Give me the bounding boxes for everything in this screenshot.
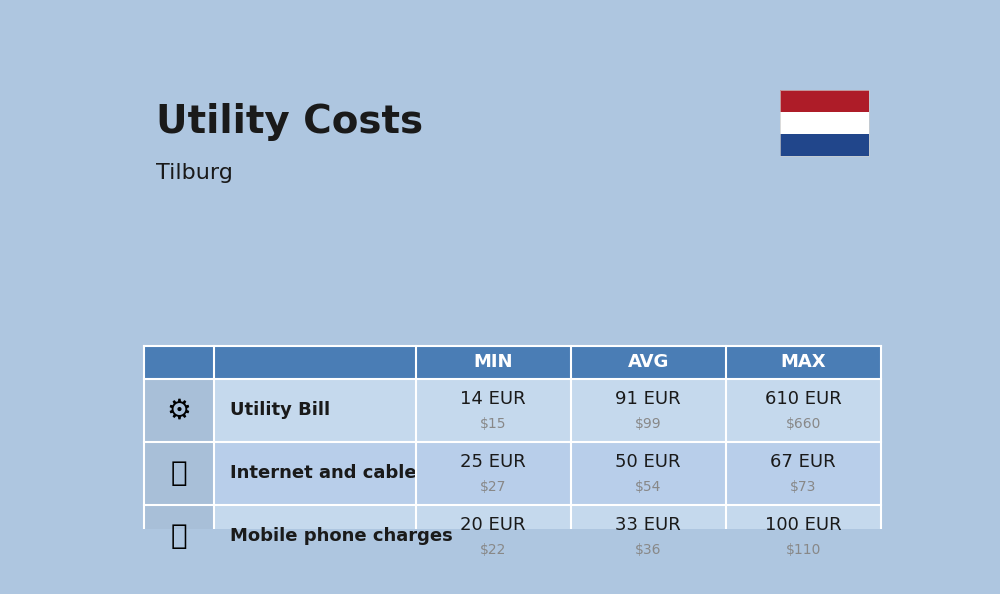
FancyBboxPatch shape xyxy=(726,378,881,442)
FancyBboxPatch shape xyxy=(416,378,571,442)
FancyBboxPatch shape xyxy=(214,346,416,378)
FancyBboxPatch shape xyxy=(571,505,726,568)
FancyBboxPatch shape xyxy=(726,505,881,568)
Text: 📱: 📱 xyxy=(171,523,188,551)
FancyBboxPatch shape xyxy=(571,346,726,378)
Text: Tilburg: Tilburg xyxy=(156,163,233,183)
FancyBboxPatch shape xyxy=(214,378,416,442)
FancyBboxPatch shape xyxy=(780,90,869,112)
Text: 33 EUR: 33 EUR xyxy=(615,516,681,534)
FancyBboxPatch shape xyxy=(571,442,726,505)
Text: MIN: MIN xyxy=(473,353,513,371)
Text: Mobile phone charges: Mobile phone charges xyxy=(230,527,453,545)
Text: $22: $22 xyxy=(480,543,506,557)
FancyBboxPatch shape xyxy=(214,505,416,568)
FancyBboxPatch shape xyxy=(416,346,571,378)
Text: 25 EUR: 25 EUR xyxy=(460,453,526,471)
FancyBboxPatch shape xyxy=(726,442,881,505)
Text: Internet and cable: Internet and cable xyxy=(230,465,417,482)
Text: 50 EUR: 50 EUR xyxy=(615,453,681,471)
FancyBboxPatch shape xyxy=(144,378,214,442)
Text: $110: $110 xyxy=(785,543,821,557)
Text: 100 EUR: 100 EUR xyxy=(765,516,841,534)
FancyBboxPatch shape xyxy=(144,346,214,378)
Text: 91 EUR: 91 EUR xyxy=(615,390,681,407)
FancyBboxPatch shape xyxy=(780,112,869,134)
Text: $73: $73 xyxy=(790,480,816,494)
FancyBboxPatch shape xyxy=(571,378,726,442)
Text: $27: $27 xyxy=(480,480,506,494)
Text: $660: $660 xyxy=(785,417,821,431)
Text: 14 EUR: 14 EUR xyxy=(460,390,526,407)
FancyBboxPatch shape xyxy=(726,346,881,378)
FancyBboxPatch shape xyxy=(780,134,869,156)
FancyBboxPatch shape xyxy=(214,442,416,505)
FancyBboxPatch shape xyxy=(416,505,571,568)
Text: AVG: AVG xyxy=(627,353,669,371)
Text: 610 EUR: 610 EUR xyxy=(765,390,841,407)
Text: $36: $36 xyxy=(635,543,661,557)
Text: Utility Bill: Utility Bill xyxy=(230,401,330,419)
FancyBboxPatch shape xyxy=(416,442,571,505)
FancyBboxPatch shape xyxy=(144,442,214,505)
FancyBboxPatch shape xyxy=(144,505,214,568)
Text: $99: $99 xyxy=(635,417,661,431)
Text: 📡: 📡 xyxy=(171,459,188,487)
Text: 20 EUR: 20 EUR xyxy=(460,516,526,534)
Text: 67 EUR: 67 EUR xyxy=(770,453,836,471)
Text: ⚙️: ⚙️ xyxy=(167,396,192,424)
Text: Utility Costs: Utility Costs xyxy=(156,103,423,141)
Text: $54: $54 xyxy=(635,480,661,494)
Text: $15: $15 xyxy=(480,417,506,431)
Text: MAX: MAX xyxy=(780,353,826,371)
